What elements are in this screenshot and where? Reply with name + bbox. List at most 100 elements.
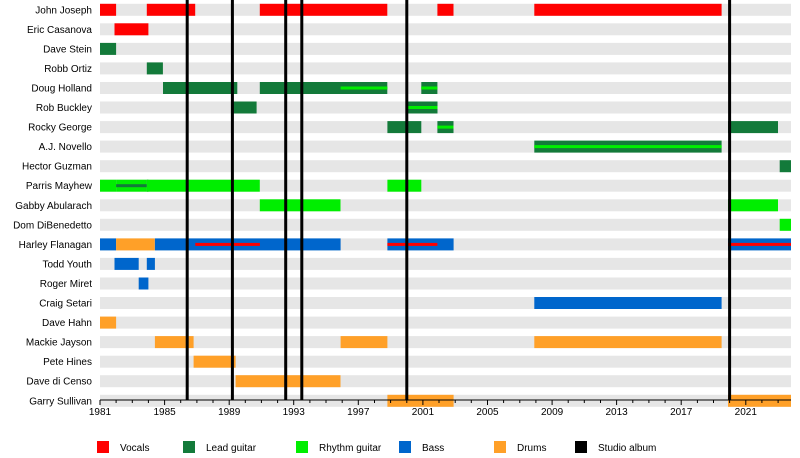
row-stripe bbox=[100, 42, 791, 55]
member-label: Dave Stein bbox=[43, 44, 92, 55]
secondary-role-bar bbox=[534, 145, 722, 149]
member-label: Mackie Jayson bbox=[26, 338, 92, 349]
membership-bar bbox=[779, 160, 791, 173]
row-stripe bbox=[100, 23, 791, 36]
member-label: Gabby Abularach bbox=[15, 201, 92, 212]
member-labels: John Joseph Eric Casanova Dave Stein Robb O… bbox=[13, 5, 93, 407]
x-axis: 1981 1985 1989 1993 1997 2001 2005 2009 2013 2017… bbox=[89, 399, 791, 418]
legend-label: Drums bbox=[517, 443, 546, 454]
x-tick-label: 2013 bbox=[605, 407, 628, 418]
membership-bar bbox=[232, 101, 257, 114]
membership-bar bbox=[387, 179, 422, 192]
row-stripe bbox=[100, 355, 791, 368]
x-tick-label: 2017 bbox=[670, 407, 693, 418]
membership-bar bbox=[138, 277, 149, 290]
member-label: Dave Hahn bbox=[42, 318, 92, 329]
membership-bar bbox=[259, 82, 388, 94]
row-stripe bbox=[100, 199, 791, 212]
row-stripe bbox=[100, 160, 791, 173]
member-label: Dave di Censo bbox=[26, 377, 92, 388]
membership-bar bbox=[100, 179, 117, 192]
membership-bar bbox=[146, 257, 155, 270]
x-tick-label: 2005 bbox=[476, 407, 499, 418]
secondary-role-bar bbox=[406, 106, 438, 109]
membership-bar bbox=[534, 3, 722, 16]
secondary-role-bar bbox=[116, 184, 147, 188]
secondary-role-bar bbox=[421, 86, 438, 90]
member-label: Robb Ortiz bbox=[44, 64, 92, 75]
legend-label: Vocals bbox=[120, 443, 149, 454]
membership-bar bbox=[146, 179, 260, 192]
membership-bar bbox=[437, 3, 454, 16]
secondary-role-bar bbox=[437, 125, 454, 129]
membership-bar bbox=[163, 82, 238, 94]
membership-bar bbox=[100, 42, 117, 55]
membership-bar bbox=[387, 121, 422, 134]
legend-label: Rhythm guitar bbox=[319, 443, 382, 454]
member-label: Harley Flanagan bbox=[19, 240, 92, 251]
x-tick-label: 2021 bbox=[735, 407, 758, 418]
member-label: Todd Youth bbox=[43, 259, 93, 270]
legend-swatch bbox=[97, 441, 109, 453]
legend-label: Studio album bbox=[598, 443, 656, 454]
legend-swatch bbox=[296, 441, 308, 453]
row-stripe bbox=[100, 316, 791, 329]
member-label: Hector Guzman bbox=[22, 162, 92, 173]
membership-bar bbox=[114, 257, 139, 270]
membership-bar bbox=[100, 238, 117, 251]
membership-bar bbox=[116, 238, 155, 251]
member-label: Doug Holland bbox=[31, 84, 92, 95]
membership-bar bbox=[534, 297, 722, 309]
membership-bar bbox=[146, 62, 163, 75]
membership-bar bbox=[387, 394, 454, 407]
member-label: Garry Sullivan bbox=[29, 396, 92, 407]
member-label: Rocky George bbox=[28, 123, 92, 134]
membership-bar bbox=[340, 336, 388, 349]
membership-bar bbox=[728, 199, 778, 212]
membership-bar bbox=[259, 199, 341, 212]
membership-bar bbox=[114, 23, 149, 36]
legend: Vocals Lead guitar Rhythm guitar Bass Drums S… bbox=[97, 441, 656, 454]
row-stripe bbox=[100, 375, 791, 388]
row-stripe bbox=[100, 218, 791, 231]
member-label: John Joseph bbox=[35, 5, 92, 16]
x-tick-label: 1993 bbox=[283, 407, 306, 418]
member-label: Roger Miret bbox=[40, 279, 92, 290]
row-stripe bbox=[100, 101, 791, 114]
x-tick-label: 1997 bbox=[347, 407, 370, 418]
membership-bar bbox=[728, 121, 778, 134]
legend-swatch bbox=[494, 441, 506, 453]
secondary-role-bar bbox=[340, 86, 388, 90]
legend-label: Bass bbox=[422, 443, 444, 454]
membership-bar bbox=[235, 375, 341, 388]
studio-album-lines bbox=[185, 0, 732, 400]
row-stripe bbox=[100, 62, 791, 75]
membership-bar bbox=[146, 3, 196, 16]
membership-bar bbox=[259, 3, 388, 16]
x-tick-label: 1985 bbox=[153, 407, 176, 418]
legend-swatch bbox=[399, 441, 411, 453]
x-tick-label: 2001 bbox=[412, 407, 435, 418]
membership-bar bbox=[100, 316, 117, 329]
secondary-role-bar bbox=[728, 242, 791, 246]
row-stripe bbox=[100, 179, 791, 192]
row-stripe bbox=[100, 277, 791, 290]
membership-bar bbox=[154, 336, 194, 349]
secondary-role-bar bbox=[387, 242, 438, 246]
member-label: A.J. Novello bbox=[39, 142, 93, 153]
legend-swatch bbox=[183, 441, 195, 453]
membership-bar bbox=[728, 394, 791, 407]
row-stripe bbox=[100, 257, 791, 270]
legend-swatch bbox=[575, 441, 587, 453]
member-label: Rob Buckley bbox=[36, 103, 92, 114]
membership-bar bbox=[534, 336, 722, 349]
legend-label: Lead guitar bbox=[206, 443, 257, 454]
secondary-role-bar bbox=[195, 242, 260, 246]
membership-bar bbox=[193, 355, 236, 368]
membership-bar bbox=[779, 218, 791, 231]
membership-bar bbox=[100, 3, 117, 16]
member-label: Craig Setari bbox=[39, 299, 92, 310]
member-label: Eric Casanova bbox=[27, 25, 92, 36]
x-tick-label: 1981 bbox=[89, 407, 112, 418]
